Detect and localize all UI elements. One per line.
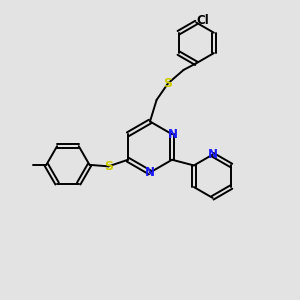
Text: N: N (168, 128, 178, 141)
Text: N: N (145, 166, 155, 179)
Text: S: S (164, 77, 172, 90)
Text: Cl: Cl (196, 14, 209, 27)
Text: N: N (208, 148, 218, 160)
Text: S: S (104, 160, 113, 173)
